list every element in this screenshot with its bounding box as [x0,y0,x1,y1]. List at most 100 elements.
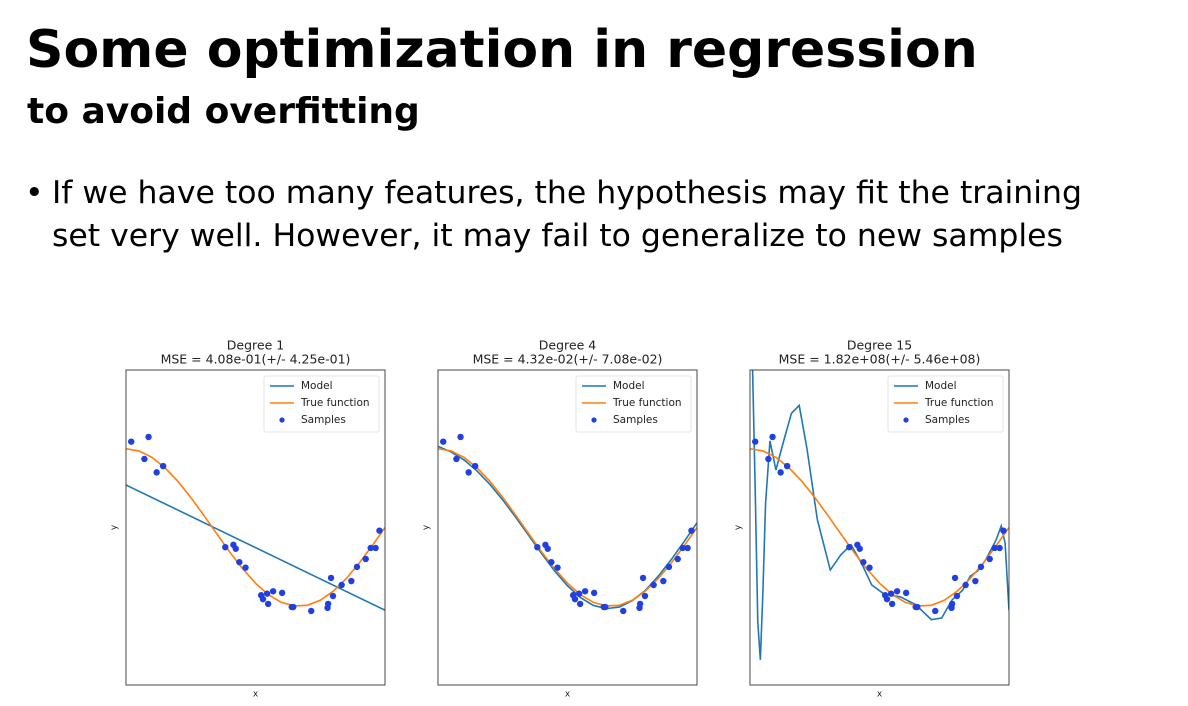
sample-point [324,600,332,608]
sample-point [236,558,243,566]
sample-point [457,433,464,441]
sample-point [932,607,939,615]
sample-point [145,433,152,441]
slide-subtitle: to avoid overfitting [27,91,420,132]
sample-point [866,564,873,571]
plot-area [126,433,385,615]
sample-point [650,581,657,589]
legend-box [263,375,380,433]
sample-point [953,592,961,600]
sample-point [620,607,627,615]
sample-point [308,607,315,615]
chart-subtitle: MSE = 4.32e-02(+/- 7.08e-02) [473,352,663,367]
legend-label: True function [612,397,682,409]
legend-marker [279,417,285,423]
legend-label: True function [924,397,994,409]
sample-point [996,544,1003,552]
sample-point [263,590,271,597]
legend-label: Samples [301,414,346,426]
sample-point [232,545,239,552]
legend-label: Samples [613,414,658,426]
legend-marker [591,417,597,423]
sample-point [242,564,249,571]
sample-point [846,543,853,551]
legend-box [887,375,1004,433]
sample-point [962,581,969,589]
sample-point [278,589,286,597]
sample-point [128,438,135,445]
sample-point [264,600,272,608]
sample-point [329,592,337,600]
sample-point [544,545,551,552]
plot-frame [749,369,1010,686]
sample-point [688,527,695,534]
sample-point [887,590,895,597]
chart-title: Degree 15 [847,338,912,353]
plot-frame [125,369,386,686]
sample-point [902,589,910,597]
sample-point [948,600,956,608]
sample-point [752,438,759,445]
sample-point [674,555,681,563]
sample-point [575,590,583,597]
plot-area [750,370,1009,660]
sample-point [440,438,447,445]
chart-subtitle: MSE = 1.82e+08(+/- 5.46e+08) [779,352,981,367]
sample-point [641,592,649,600]
sample-point [636,600,644,608]
sample-point [951,574,959,582]
slide-title: Some optimization in regression [26,20,978,80]
plot-area [438,433,697,615]
y-axis-label: y [422,524,432,530]
legend-label: True function [300,397,370,409]
sample-point [977,563,985,571]
y-axis-label: y [110,524,120,530]
sample-point [679,544,686,552]
sample-point [576,600,584,608]
sample-point [986,555,993,563]
sample-point [660,577,667,585]
x-axis-label: x [565,690,571,700]
sample-point [777,469,784,476]
series-line [438,447,697,607]
y-axis-label: y [734,524,744,530]
sample-point [571,595,579,603]
sample-point [914,603,921,611]
sample-point [453,455,460,463]
sample-point [765,455,772,463]
sample-point [581,588,589,595]
legend-label: Model [925,380,957,392]
sample-point [554,564,561,571]
sample-point [327,574,335,582]
sample-point [290,603,297,611]
sample-point [159,462,167,470]
series-line [438,445,697,610]
sample-point [548,558,555,566]
sample-point [684,544,691,552]
bullet-text: If we have too many features, the hypoth… [25,172,1112,258]
sample-point [153,469,160,476]
sample-point [639,574,647,582]
sample-point [665,563,673,571]
sample-point [269,588,277,595]
sample-point [376,527,383,534]
sample-point [141,455,148,463]
sample-point [590,589,598,597]
series-line [126,447,385,607]
sample-point [534,543,541,551]
sample-point [883,595,891,603]
sample-point [465,469,472,476]
chart-subtitle: MSE = 4.08e-01(+/- 4.25e-01) [161,352,351,367]
sample-point [769,433,776,441]
sample-point [372,544,379,552]
series-line [126,484,385,611]
sample-point [1000,527,1007,534]
x-axis-label: x [877,690,883,700]
series-line [750,447,1009,607]
legend-marker [903,417,909,423]
sample-point [353,563,361,571]
sample-point [348,577,355,585]
legend-box [575,375,692,433]
